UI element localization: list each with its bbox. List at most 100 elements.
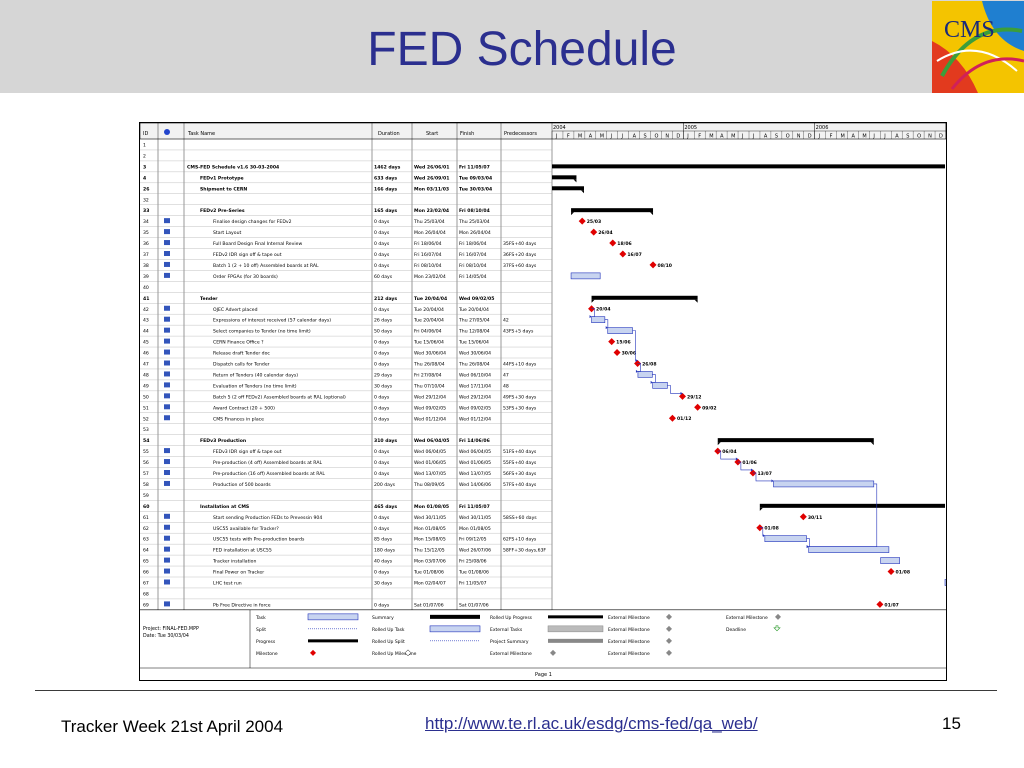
summary-bar	[571, 208, 654, 213]
dependency-link	[667, 385, 683, 394]
col-header-predecessors: Predecessors	[504, 131, 537, 137]
row-id: 43	[143, 318, 149, 324]
legend-label: Rolled Up Split	[372, 639, 405, 645]
legend-label: External Milestone	[726, 615, 768, 621]
task-info-icon	[164, 480, 170, 486]
legend-ext-milestone-symbol	[666, 625, 672, 632]
task-info-icon	[164, 415, 170, 421]
row-start: Mon 03/07/06	[414, 559, 446, 565]
row-task-name: FEDv1 Prototype	[200, 175, 244, 181]
row-finish: Sat 01/07/06	[459, 602, 489, 608]
row-start: Wed 26/06/01	[414, 164, 449, 170]
year-label: 2006	[816, 125, 829, 131]
row-id: 57	[143, 471, 149, 477]
row-finish: Wed 06/04/05	[459, 449, 491, 455]
task-info-icon	[164, 218, 170, 224]
summary-cap	[580, 190, 584, 194]
row-id: 37	[143, 252, 149, 258]
row-finish: Wed 26/07/06	[459, 548, 491, 554]
col-header-id: ID	[143, 131, 148, 137]
row-id: 38	[143, 263, 149, 269]
task-bar	[808, 546, 890, 553]
row-finish: Wed 09/02/05	[459, 405, 491, 411]
row-id: 59	[143, 493, 149, 499]
dependency-link	[652, 374, 656, 383]
year-label: 2005	[684, 125, 697, 131]
row-id: 50	[143, 394, 149, 400]
row-finish: Wed 30/11/05	[459, 515, 491, 521]
row-finish: Fri 11/05/07	[459, 581, 487, 587]
milestone-diamond	[608, 338, 616, 346]
milestone-date-label: 09/02	[702, 405, 716, 411]
row-id: 60	[143, 504, 149, 510]
row-duration: 0 days	[374, 241, 390, 247]
row-duration: 0 days	[374, 405, 390, 411]
footer-link[interactable]: http://www.te.rl.ac.uk/esdg/cms-fed/qa_w…	[425, 714, 758, 733]
row-id: 36	[143, 241, 149, 247]
cms-logo: CMS	[932, 1, 1024, 93]
legend-rolled-progress-symbol	[548, 615, 603, 619]
row-finish: Wed 17/11/04	[459, 383, 491, 389]
row-id: 32	[143, 197, 149, 203]
row-task-name: CMS-FED Schedule v1.6 30-03-2004	[187, 164, 279, 170]
row-id: 68	[143, 591, 149, 597]
row-duration: 0 days	[374, 449, 390, 455]
row-id: 62	[143, 526, 149, 532]
month-label: O	[786, 134, 790, 140]
row-start: Mon 26/04/04	[414, 230, 446, 236]
row-id: 48	[143, 372, 149, 378]
row-start: Fri 04/06/04	[414, 329, 442, 335]
row-id: 58	[143, 482, 149, 488]
milestone-diamond	[590, 228, 598, 236]
row-start: Fri 18/06/04	[414, 241, 442, 247]
row-finish: Fri 08/10/04	[459, 208, 490, 214]
dependency-arrow	[750, 468, 753, 472]
month-label: S	[644, 134, 647, 140]
month-label: D	[939, 134, 943, 140]
legend-label: Milestone	[256, 651, 278, 657]
row-duration: 29 days	[374, 372, 393, 378]
row-start: Tue 20/04/04	[413, 318, 444, 324]
legend-label: External Milestone	[608, 639, 650, 645]
legend-rolled-milestone-symbol	[404, 649, 412, 657]
row-start: Wed 06/04/05	[414, 449, 446, 455]
legend-label: External Tasks	[490, 627, 523, 633]
milestone-date-label: 01/07	[884, 602, 898, 608]
row-id: 63	[143, 537, 149, 543]
col-header-task: Task Name	[187, 131, 215, 137]
dependency-link	[752, 472, 774, 482]
row-finish: Fri 08/10/04	[459, 263, 487, 269]
task-info-icon	[164, 579, 170, 585]
row-finish: Wed 01/12/04	[459, 416, 491, 422]
month-label: J	[686, 134, 688, 140]
row-task-name: Finalise design changes for FEDv2	[213, 219, 292, 225]
milestone-date-label: 18/06	[617, 241, 631, 247]
row-predecessors: 57FS+40 days	[503, 482, 537, 488]
summary-bar	[759, 503, 945, 508]
dependency-arrow	[589, 315, 592, 319]
month-label: S	[775, 134, 778, 140]
milestone-date-label: 30/11	[808, 515, 822, 521]
row-duration: 85 days	[374, 537, 393, 543]
month-label: J	[555, 134, 557, 140]
dependency-arrow	[605, 326, 608, 330]
task-info-icon	[164, 371, 170, 377]
legend-label: Rolled Up Task	[372, 627, 405, 633]
month-label: A	[851, 134, 855, 140]
task-bar	[773, 480, 875, 488]
row-id: 35	[143, 230, 149, 236]
milestone-date-label: 01/08	[764, 526, 778, 532]
row-start: Mon 15/08/05	[414, 537, 446, 543]
month-label: A	[633, 134, 637, 140]
milestone-date-label: 15/06	[616, 340, 630, 346]
task-info-icon	[164, 305, 170, 311]
dependency-arrow	[762, 534, 765, 538]
dependency-arrow	[650, 380, 653, 384]
legend-label: External Milestone	[608, 651, 650, 657]
row-start: Mon 02/04/07	[414, 581, 446, 587]
row-duration: 0 days	[374, 526, 390, 532]
task-info-icon	[164, 459, 170, 465]
milestone-date-label: 25/03	[587, 219, 601, 225]
task-info-icon	[164, 535, 170, 541]
row-start: Wed 01/12/04	[414, 416, 446, 422]
